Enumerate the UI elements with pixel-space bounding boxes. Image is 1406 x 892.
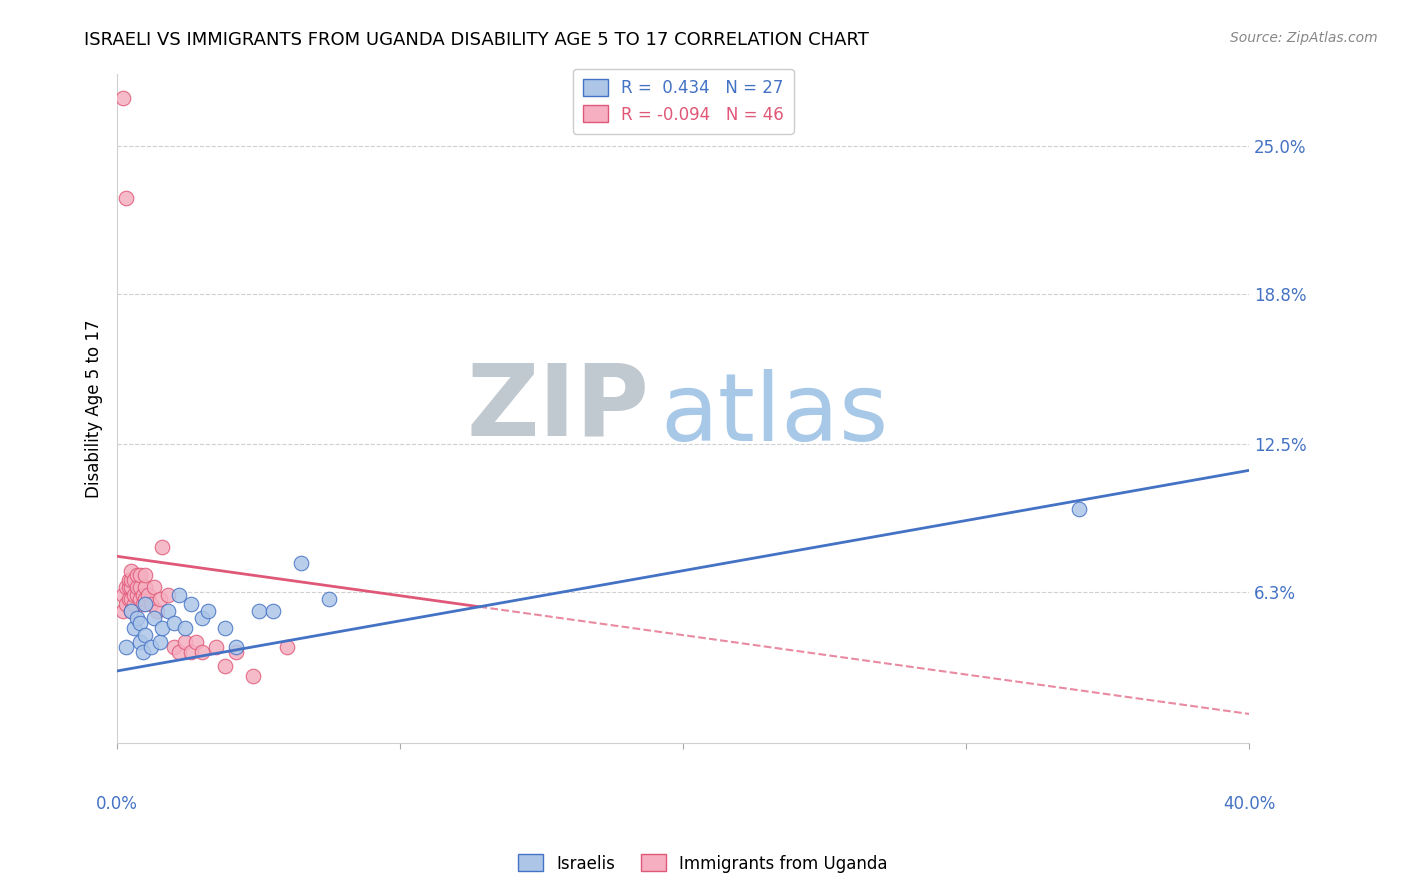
- Point: [125, 588, 148, 602]
- Point: [114, 597, 136, 611]
- Point: [120, 592, 142, 607]
- Point: [163, 640, 186, 654]
- Point: [205, 640, 228, 654]
- Point: [152, 621, 174, 635]
- Point: [262, 604, 284, 618]
- Point: [143, 580, 166, 594]
- Point: [134, 580, 156, 594]
- Point: [125, 580, 148, 594]
- Point: [122, 621, 145, 635]
- Point: [191, 611, 214, 625]
- Text: 40.0%: 40.0%: [1223, 795, 1275, 814]
- Point: [225, 640, 247, 654]
- Point: [125, 568, 148, 582]
- Text: 0.0%: 0.0%: [96, 795, 138, 814]
- Point: [157, 604, 180, 618]
- Point: [125, 611, 148, 625]
- Point: [197, 604, 219, 618]
- Point: [134, 592, 156, 607]
- Legend: R =  0.434   N = 27, R = -0.094   N = 46: R = 0.434 N = 27, R = -0.094 N = 46: [572, 69, 794, 134]
- Point: [242, 669, 264, 683]
- Point: [174, 635, 197, 649]
- Point: [290, 557, 312, 571]
- Point: [111, 604, 134, 618]
- Point: [157, 588, 180, 602]
- Point: [174, 621, 197, 635]
- Point: [120, 580, 142, 594]
- Point: [225, 645, 247, 659]
- Text: atlas: atlas: [661, 369, 889, 461]
- Point: [114, 580, 136, 594]
- Point: [247, 604, 270, 618]
- Point: [1069, 501, 1091, 516]
- Point: [214, 659, 236, 673]
- Point: [120, 564, 142, 578]
- Text: ZIP: ZIP: [467, 359, 650, 457]
- Point: [120, 604, 142, 618]
- Point: [128, 592, 150, 607]
- Point: [111, 91, 134, 105]
- Point: [120, 573, 142, 587]
- Point: [149, 635, 172, 649]
- Point: [122, 597, 145, 611]
- Point: [128, 580, 150, 594]
- Point: [131, 597, 153, 611]
- Y-axis label: Disability Age 5 to 17: Disability Age 5 to 17: [86, 319, 103, 498]
- Point: [134, 628, 156, 642]
- Point: [146, 604, 169, 618]
- Point: [149, 592, 172, 607]
- Point: [117, 580, 139, 594]
- Point: [169, 645, 191, 659]
- Point: [276, 640, 298, 654]
- Point: [141, 640, 163, 654]
- Point: [128, 568, 150, 582]
- Point: [128, 616, 150, 631]
- Point: [318, 592, 340, 607]
- Point: [114, 191, 136, 205]
- Point: [186, 635, 208, 649]
- Point: [117, 573, 139, 587]
- Point: [131, 588, 153, 602]
- Point: [143, 611, 166, 625]
- Point: [120, 604, 142, 618]
- Point: [191, 645, 214, 659]
- Point: [111, 588, 134, 602]
- Point: [214, 621, 236, 635]
- Point: [122, 588, 145, 602]
- Point: [128, 635, 150, 649]
- Point: [136, 588, 159, 602]
- Point: [134, 568, 156, 582]
- Point: [152, 540, 174, 554]
- Point: [141, 597, 163, 611]
- Point: [134, 597, 156, 611]
- Point: [122, 573, 145, 587]
- Point: [163, 616, 186, 631]
- Point: [131, 645, 153, 659]
- Point: [180, 597, 202, 611]
- Point: [180, 645, 202, 659]
- Text: Source: ZipAtlas.com: Source: ZipAtlas.com: [1230, 31, 1378, 45]
- Point: [169, 588, 191, 602]
- Text: ISRAELI VS IMMIGRANTS FROM UGANDA DISABILITY AGE 5 TO 17 CORRELATION CHART: ISRAELI VS IMMIGRANTS FROM UGANDA DISABI…: [84, 31, 869, 49]
- Point: [117, 592, 139, 607]
- Point: [114, 640, 136, 654]
- Legend: Israelis, Immigrants from Uganda: Israelis, Immigrants from Uganda: [512, 847, 894, 880]
